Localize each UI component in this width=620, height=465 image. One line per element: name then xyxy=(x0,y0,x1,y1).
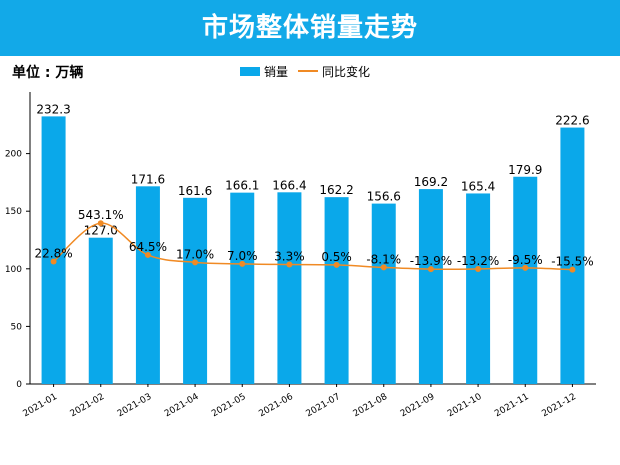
unit-label: 单位 : 万辆 xyxy=(12,65,84,81)
legend-label-sales: 销量 xyxy=(264,64,289,79)
legend: 销量 同比变化 xyxy=(240,62,380,80)
bar-value-label: 222.6 xyxy=(555,114,589,128)
yoy-value-label: 3.3% xyxy=(274,249,305,263)
bar-value-label: 165.4 xyxy=(461,179,495,193)
x-tick-label: 2021-12 xyxy=(540,392,578,419)
yoy-point xyxy=(239,260,246,267)
yoy-point xyxy=(333,261,340,268)
legend-item-sales: 销量 xyxy=(240,63,288,80)
x-tick-label: 2021-04 xyxy=(163,392,201,420)
bar xyxy=(560,127,585,385)
yoy-value-label: 17.0% xyxy=(176,247,214,261)
y-tick-label: 100 xyxy=(5,265,22,275)
bar-value-label: 162.2 xyxy=(319,183,353,197)
yoy-point xyxy=(427,266,434,273)
x-tick-label: 2021-11 xyxy=(493,392,531,419)
bar-value-label: 161.6 xyxy=(178,184,212,198)
x-tick-label: 2021-06 xyxy=(257,392,295,420)
x-tick-label: 2021-05 xyxy=(210,392,248,419)
yoy-value-label: 0.5% xyxy=(321,250,352,264)
legend-bar-swatch xyxy=(240,66,260,76)
x-tick-label: 2021-07 xyxy=(305,392,343,419)
x-tick-label: 2021-01 xyxy=(22,392,60,419)
yoy-point xyxy=(286,261,293,268)
yoy-point xyxy=(380,264,387,271)
bar xyxy=(324,197,349,384)
x-tick-label: 2021-08 xyxy=(352,392,390,420)
y-tick-label: 0 xyxy=(16,380,22,390)
bar-value-label: 166.1 xyxy=(225,179,259,193)
title-banner xyxy=(0,0,620,56)
bar-value-label: 179.9 xyxy=(508,163,542,177)
yoy-value-label: 64.5% xyxy=(129,240,167,254)
bar xyxy=(41,116,66,384)
bar-value-label: 127.0 xyxy=(84,224,118,238)
yoy-point xyxy=(569,266,576,273)
yoy-point xyxy=(192,259,199,266)
bar xyxy=(513,176,538,384)
x-tick-label: 2021-09 xyxy=(399,392,437,420)
bar xyxy=(88,237,113,384)
x-tick-label: 2021-02 xyxy=(69,392,107,419)
bar-value-label: 166.4 xyxy=(272,178,306,192)
bar xyxy=(418,189,443,384)
yoy-point xyxy=(97,220,104,227)
bar xyxy=(230,192,255,384)
bar xyxy=(183,197,208,384)
legend-label-yoy: 同比变化 xyxy=(322,64,371,79)
yoy-value-label: -13.9% xyxy=(410,254,452,268)
bar-value-label: 156.6 xyxy=(367,190,401,204)
yoy-value-label: 22.8% xyxy=(35,246,73,260)
yoy-value-label: -13.2% xyxy=(457,254,499,268)
bar-value-label: 232.3 xyxy=(36,102,70,116)
yoy-point xyxy=(475,265,482,272)
y-tick-label: 150 xyxy=(5,207,22,217)
yoy-value-label: -15.5% xyxy=(551,255,593,269)
bar xyxy=(277,192,302,384)
y-tick-label: 50 xyxy=(11,322,23,332)
x-tick-label: 2021-10 xyxy=(446,392,484,420)
legend-line-swatch xyxy=(298,70,319,72)
y-tick-label: 200 xyxy=(5,150,22,160)
yoy-value-label: -8.1% xyxy=(366,252,401,266)
yoy-value-label: 543.1% xyxy=(78,208,124,222)
bar-value-label: 169.2 xyxy=(414,175,448,189)
bar xyxy=(371,203,396,384)
yoy-value-label: 7.0% xyxy=(227,249,258,263)
legend-item-yoy: 同比变化 xyxy=(298,63,370,80)
x-tick-label: 2021-03 xyxy=(116,392,154,419)
yoy-point xyxy=(522,264,529,271)
bar xyxy=(135,186,160,384)
bar-value-label: 171.6 xyxy=(131,172,165,186)
chart-title: 市场整体销量走势 xyxy=(201,13,418,43)
bar xyxy=(466,193,491,384)
yoy-point xyxy=(144,251,151,258)
yoy-point xyxy=(50,258,57,265)
yoy-value-label: -9.5% xyxy=(508,253,543,267)
